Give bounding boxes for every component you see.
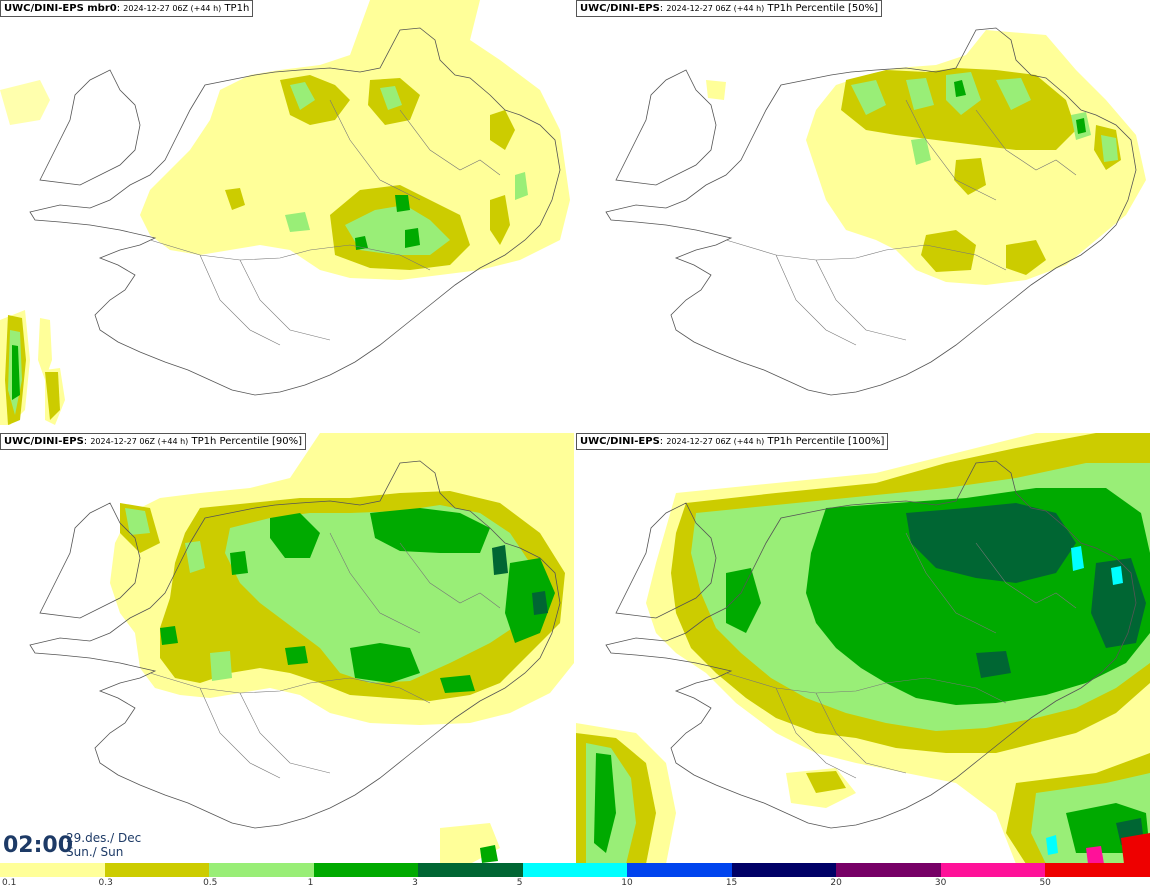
scale-tick-label: 50 [1039, 878, 1051, 888]
precip-green-field [12, 195, 420, 400]
scale-swatch [627, 863, 733, 877]
scale-tick-label: 0.1 [2, 878, 17, 888]
precip-green-field [160, 508, 555, 863]
valid-date-text: 29.des./ Dec [66, 831, 142, 845]
scale-tick-label: 0.5 [203, 878, 218, 888]
map-panel-p50: UWC/DINI-EPS: 2024-12-27 06Z (+44 h) TP1… [576, 0, 1150, 431]
scale-tick-label: 3 [412, 878, 418, 888]
scale-swatch [1045, 863, 1150, 877]
scale-swatch [418, 863, 524, 877]
precip-red-field [1086, 833, 1150, 864]
scale-swatch [940, 863, 1046, 877]
scale-swatch [731, 863, 837, 877]
scale-tick-label: 30 [934, 878, 947, 888]
scale-tick-label: 1 [307, 878, 314, 888]
scale-tick-label: 15 [725, 878, 738, 888]
scale-tick-label: 20 [830, 878, 842, 888]
valid-day-text: Sun./ Sun [66, 845, 124, 859]
panel-title: UWC/DINI-EPS: 2024-12-27 06Z (+44 h) TP1… [576, 0, 883, 17]
precip-dark-green-field [492, 545, 548, 615]
valid-time-box: 02:00 29.des./ Dec Sun./ Sun [0, 830, 170, 862]
scale-swatch [104, 863, 210, 877]
panel-title: UWC/DINI-EPS: 2024-12-27 06Z (+44 h) TP1… [0, 433, 307, 450]
color-scale-legend: 0.1 0.3 0.5 1 3 5 10 15 20 30 50 [0, 863, 1150, 891]
panel-title: UWC/DINI-EPS: 2024-12-27 06Z (+44 h) TP1… [576, 433, 889, 450]
valid-time: 02:00 [3, 833, 74, 858]
precip-cyan-field [1046, 546, 1123, 855]
scale-tick-label: 5 [516, 878, 523, 888]
scale-tick-label: 0.3 [98, 878, 113, 888]
scale-swatch [209, 863, 315, 877]
scale-swatch [836, 863, 942, 877]
map-panel-mbr0: UWC/DINI-EPS mbr0: 2024-12-27 06Z (+44 h… [0, 0, 574, 431]
map-panel-p100: UWC/DINI-EPS: 2024-12-27 06Z (+44 h) TP1… [576, 433, 1150, 864]
map-panel-p90: UWC/DINI-EPS: 2024-12-27 06Z (+44 h) TP1… [0, 433, 574, 864]
scale-tick-label: 10 [621, 878, 633, 888]
precip-yellow-field [0, 0, 570, 425]
scale-swatch [313, 863, 419, 877]
scale-swatch [522, 863, 628, 877]
scale-swatch [0, 863, 106, 877]
precip-green-field [954, 80, 1086, 134]
panel-title: UWC/DINI-EPS mbr0: 2024-12-27 06Z (+44 h… [0, 0, 254, 17]
valid-date: 29.des./ Dec Sun./ Sun [66, 831, 141, 859]
